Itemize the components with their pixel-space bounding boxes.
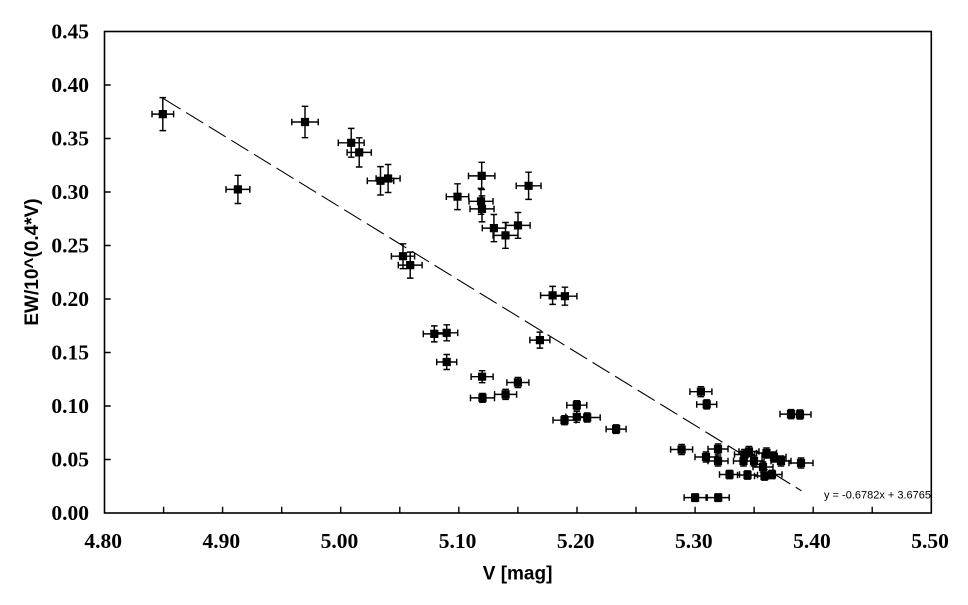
svg-text:0.05: 0.05 <box>51 447 89 471</box>
svg-text:0.20: 0.20 <box>51 287 89 311</box>
svg-text:5.40: 5.40 <box>793 529 831 553</box>
svg-text:EW/10^(0.4*V): EW/10^(0.4*V) <box>22 198 43 325</box>
svg-text:0.30: 0.30 <box>51 180 89 204</box>
svg-text:0.15: 0.15 <box>51 340 89 364</box>
svg-text:0.25: 0.25 <box>51 233 89 257</box>
svg-text:5.00: 5.00 <box>321 529 359 553</box>
svg-text:0.00: 0.00 <box>51 501 89 525</box>
svg-text:0.10: 0.10 <box>51 394 89 418</box>
svg-text:y = -0.6782x + 3.6765: y = -0.6782x + 3.6765 <box>824 490 931 502</box>
svg-text:5.30: 5.30 <box>675 529 713 553</box>
svg-text:4.80: 4.80 <box>84 529 122 553</box>
svg-text:0.35: 0.35 <box>51 126 89 150</box>
svg-text:5.20: 5.20 <box>557 529 595 553</box>
svg-text:V [mag]: V [mag] <box>483 564 553 585</box>
svg-text:4.90: 4.90 <box>202 529 240 553</box>
svg-text:0.45: 0.45 <box>51 19 89 43</box>
svg-text:0.40: 0.40 <box>51 73 89 97</box>
svg-text:5.10: 5.10 <box>439 529 477 553</box>
svg-text:5.50: 5.50 <box>911 529 949 553</box>
